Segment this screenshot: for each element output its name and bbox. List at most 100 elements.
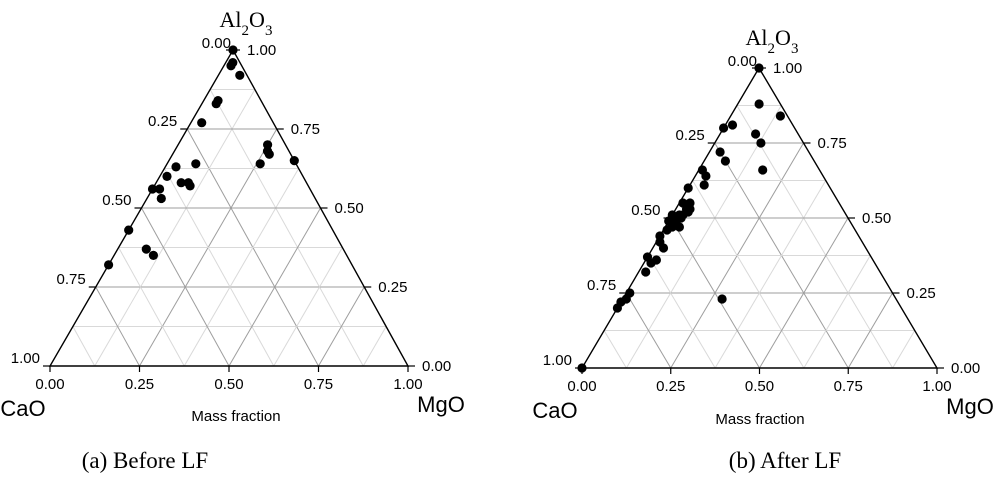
data-point (754, 99, 764, 109)
data-point (727, 120, 738, 130)
data-point (124, 225, 134, 235)
data-point (720, 156, 731, 166)
data-point (185, 181, 195, 191)
grid-line (647, 255, 716, 369)
data-point (155, 184, 165, 194)
bottom-tick-label: 0.25 (656, 378, 685, 395)
data-point (662, 225, 672, 235)
grid-line (759, 217, 849, 369)
grid-line (362, 326, 387, 367)
data-point (646, 258, 656, 268)
bottom-tick-label: 1.00 (922, 378, 951, 395)
right-tick-label: 0.00 (951, 360, 980, 377)
data-point (191, 159, 201, 169)
data-point (683, 183, 693, 193)
right-tick-label: 0.50 (862, 210, 891, 227)
data-point (658, 243, 669, 253)
data-point (171, 162, 181, 172)
data-point (674, 222, 685, 232)
data-point (264, 149, 274, 159)
data-point (226, 61, 236, 71)
left-tick-label: 0.75 (57, 271, 86, 288)
bottom-tick-label: 0.00 (567, 378, 596, 395)
grid-line (273, 247, 343, 367)
x-axis-label: Mass fraction (191, 408, 280, 425)
right-tick-label: 1.00 (247, 42, 276, 59)
bottom-tick-label: 0.50 (214, 376, 243, 393)
data-point (235, 70, 245, 80)
left-tick-label: 1.00 (543, 352, 572, 369)
ternary-chart-b: 0.00 0.25 0.50 0.75 1.000.000.250.500.751.00… (532, 25, 993, 473)
bottom-tick-label: 0.75 (304, 376, 333, 393)
grid-line (892, 330, 916, 369)
grid-line (625, 292, 672, 369)
right-tick-label: 0.75 (291, 121, 320, 138)
data-point (148, 250, 158, 260)
left-tick-label: 0.25 (148, 113, 177, 130)
right-tick-label: 0.25 (378, 279, 407, 296)
bottom-tick-label: 0.50 (745, 378, 774, 395)
right-tick-label: 0.25 (907, 285, 936, 302)
data-point (156, 193, 166, 204)
grid-line (141, 207, 230, 367)
data-point (756, 138, 766, 148)
vertex-label-cao: CaO (0, 396, 45, 421)
vertex-label-cao: CaO (532, 398, 577, 423)
grid-line (209, 89, 364, 367)
vertex-label-al2o3: Al2O3 (220, 7, 273, 39)
grid-line (736, 105, 894, 369)
data-point (197, 118, 207, 128)
data-point (255, 159, 265, 169)
x-axis-label: Mass fraction (715, 411, 804, 428)
left-tick-label: 0.75 (587, 277, 616, 294)
bottom-tick-label: 1.00 (393, 376, 422, 393)
ternary-chart-a: 0.00 0.25 0.50 0.75 1.000.000.250.500.751.00… (0, 7, 464, 473)
grid-line (603, 330, 627, 369)
data-point (612, 303, 623, 313)
right-tick-label: 0.50 (335, 200, 364, 217)
right-tick-label: 0.00 (422, 358, 451, 375)
grid-line (94, 89, 256, 367)
grid-line (183, 168, 300, 367)
data-point (758, 165, 768, 175)
left-tick-label: 0.50 (631, 202, 660, 219)
data-point (211, 99, 221, 109)
data-point (162, 171, 172, 181)
left-tick-label: 0.25 (676, 127, 705, 144)
data-point (754, 63, 764, 73)
grid-line (847, 292, 893, 369)
data-point (104, 260, 114, 270)
vertex-label-mgo: MgO (417, 392, 465, 417)
vertex-label-mgo: MgO (946, 394, 994, 419)
panel-caption: (b) After LF (729, 448, 841, 473)
bottom-tick-label: 0.00 (35, 376, 64, 393)
data-point (577, 363, 587, 373)
grid-line (72, 326, 96, 367)
grid-line (95, 286, 140, 367)
left-tick-label: 0.00 (202, 35, 231, 52)
data-point (141, 244, 151, 254)
data-point (717, 294, 727, 304)
grid-line (228, 207, 321, 367)
grid-line (692, 180, 805, 369)
data-point (289, 156, 299, 166)
bottom-tick-label: 0.75 (834, 378, 863, 395)
data-point (147, 184, 158, 194)
data-point (715, 147, 725, 157)
grid-line (163, 168, 275, 367)
data-point (699, 180, 709, 190)
data-point (228, 45, 238, 55)
grid-line (670, 217, 760, 369)
data-point (719, 123, 729, 133)
right-tick-label: 0.75 (818, 135, 847, 152)
data-point (775, 111, 786, 121)
vertex-label-al2o3: Al2O3 (746, 25, 799, 57)
left-tick-label: 1.00 (11, 350, 40, 367)
left-tick-label: 0.50 (102, 192, 131, 209)
grid-line (318, 286, 365, 367)
bottom-tick-label: 0.25 (125, 376, 154, 393)
grid-line (714, 180, 827, 369)
data-point (701, 171, 711, 181)
panel-caption: (a) Before LF (82, 448, 208, 473)
